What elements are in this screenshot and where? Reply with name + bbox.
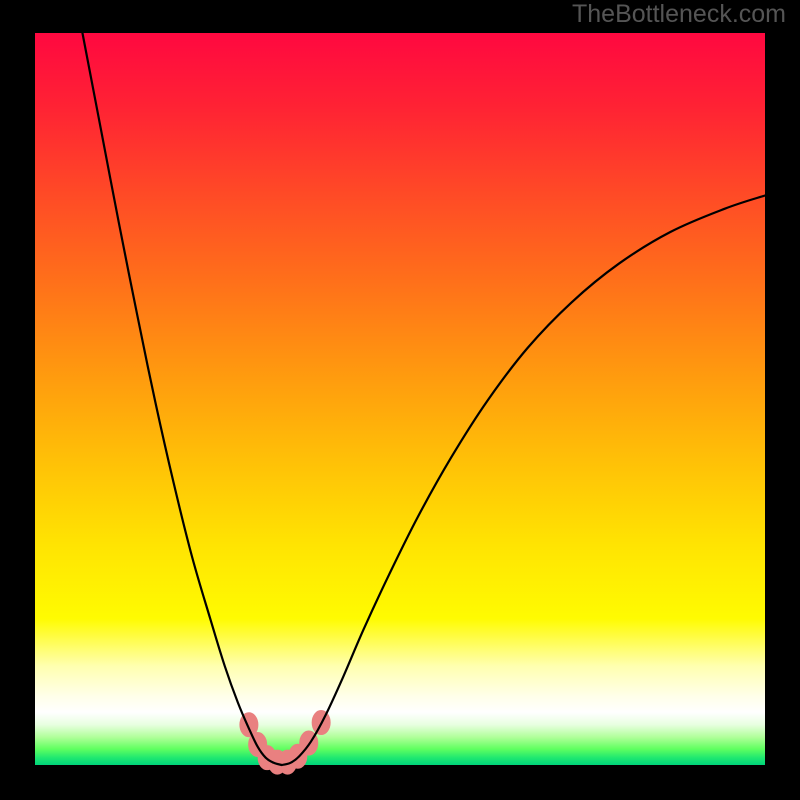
plot-background <box>35 33 765 765</box>
bottleneck-chart <box>0 0 800 800</box>
watermark-text: TheBottleneck.com <box>572 0 786 29</box>
chart-stage: TheBottleneck.com <box>0 0 800 800</box>
